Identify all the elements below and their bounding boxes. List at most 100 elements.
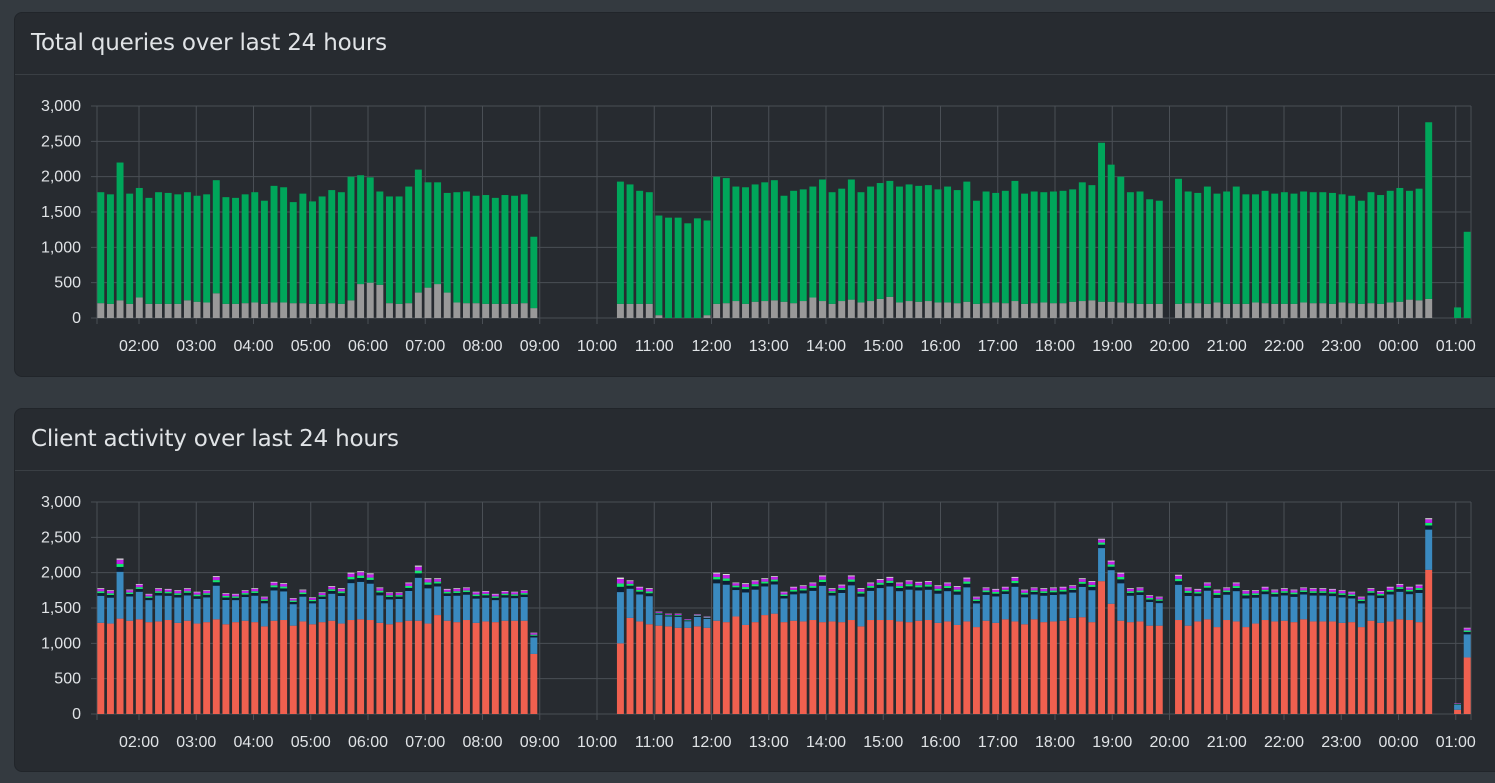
bar-client-segment xyxy=(953,589,961,592)
bar-permitted xyxy=(357,175,365,285)
bar-client-segment xyxy=(357,571,365,573)
bar-client-segment xyxy=(742,587,749,590)
bar-client-segment xyxy=(183,588,191,592)
bar-client-segment xyxy=(1242,627,1250,714)
bar-client-segment xyxy=(309,599,316,602)
bar-client-segment xyxy=(915,581,923,583)
bar-permitted xyxy=(203,194,211,303)
bar-client-segment xyxy=(366,573,374,575)
bar-client-segment xyxy=(116,571,124,619)
bar-client-segment xyxy=(1030,591,1038,595)
bar-client-segment xyxy=(462,594,470,621)
bar-permitted xyxy=(1261,190,1269,304)
bar-client-segment xyxy=(511,620,519,714)
bar-permitted xyxy=(886,180,894,297)
bar-client-segment xyxy=(655,614,663,626)
bar-client-segment xyxy=(260,603,268,627)
bar-client-segment xyxy=(501,593,509,596)
bar-blocked xyxy=(530,308,538,318)
bar-client-segment xyxy=(232,600,239,623)
bar-blocked xyxy=(963,301,971,318)
bar-client-segment xyxy=(116,618,124,714)
bar-permitted xyxy=(1242,194,1250,304)
bar-client-segment xyxy=(1242,593,1250,596)
bar-client-segment xyxy=(1059,587,1067,590)
bar-permitted xyxy=(1194,192,1202,304)
bar-permitted xyxy=(434,182,442,285)
bar-blocked xyxy=(924,301,932,318)
bar-permitted xyxy=(703,220,711,316)
bar-client-segment xyxy=(1425,569,1433,714)
bar-client-segment xyxy=(1078,617,1086,714)
bar-client-segment xyxy=(1088,590,1096,623)
bar-client-segment xyxy=(395,595,403,597)
bar-client-segment xyxy=(636,621,644,714)
bar-client-segment xyxy=(674,613,682,615)
bar-blocked xyxy=(896,302,903,318)
bar-permitted xyxy=(1463,231,1471,318)
bar-client-segment xyxy=(1021,597,1029,625)
bar-client-segment xyxy=(309,601,316,604)
x-tick-label: 04:00 xyxy=(233,338,273,355)
bar-permitted xyxy=(366,177,374,283)
bar-client-segment xyxy=(780,592,788,595)
bar-client-segment xyxy=(1309,591,1317,593)
bar-client-segment xyxy=(1280,588,1288,589)
bar-client-segment xyxy=(260,596,268,598)
bar-client-segment xyxy=(1203,590,1211,620)
bar-client-segment xyxy=(1242,591,1250,594)
bar-client-segment xyxy=(1021,590,1029,593)
bar-client-segment xyxy=(1069,589,1077,593)
bar-client-segment xyxy=(809,585,817,588)
bar-client-segment xyxy=(693,616,701,618)
bar-blocked xyxy=(1011,301,1019,318)
bar-client-segment xyxy=(896,591,903,622)
bar-client-segment xyxy=(838,622,846,714)
bar-client-segment xyxy=(1117,576,1125,580)
x-tick-label: 07:00 xyxy=(405,734,445,751)
bar-client-segment xyxy=(1454,704,1462,705)
bar-client-segment xyxy=(280,588,288,592)
bar-client-segment xyxy=(1203,582,1211,584)
bar-client-segment xyxy=(424,582,432,585)
bar-client-segment xyxy=(1463,631,1471,635)
bar-client-segment xyxy=(876,582,884,585)
bar-client-segment xyxy=(1319,621,1327,714)
x-tick-label: 05:00 xyxy=(291,338,331,355)
bar-client-segment xyxy=(1107,560,1115,562)
bar-client-segment xyxy=(347,573,355,577)
bar-client-segment xyxy=(318,592,326,594)
bar-client-segment xyxy=(1309,595,1317,622)
bar-client-segment xyxy=(1136,590,1144,593)
bar-client-segment xyxy=(1309,621,1317,714)
bar-client-segment xyxy=(847,575,855,577)
bar-blocked xyxy=(1213,302,1221,318)
bar-client-segment xyxy=(222,600,230,625)
bar-client-segment xyxy=(944,621,952,714)
bar-client-segment xyxy=(963,583,971,588)
bar-permitted xyxy=(183,192,191,301)
bar-client-segment xyxy=(1059,586,1067,588)
bar-client-segment xyxy=(934,588,942,591)
bar-client-segment xyxy=(260,600,268,604)
bar-client-segment xyxy=(280,586,288,589)
bar-client-segment xyxy=(1386,587,1394,590)
bar-blocked xyxy=(414,292,422,318)
bar-client-segment xyxy=(472,596,480,599)
bar-client-segment xyxy=(944,583,952,587)
bar-client-segment xyxy=(1088,586,1096,591)
bar-client-segment xyxy=(905,580,913,582)
bar-client-segment xyxy=(1088,584,1096,587)
bar-client-segment xyxy=(1386,586,1394,588)
bar-client-segment xyxy=(1415,592,1423,623)
bar-client-segment xyxy=(790,591,798,595)
x-tick-label: 14:00 xyxy=(806,734,846,751)
bar-permitted xyxy=(1059,190,1067,304)
x-tick-label: 10:00 xyxy=(577,734,617,751)
bar-client-segment xyxy=(328,620,336,714)
bar-permitted xyxy=(1367,192,1375,304)
bar-client-segment xyxy=(1405,594,1413,621)
bar-client-segment xyxy=(424,623,432,714)
bar-client-segment xyxy=(828,592,836,596)
bar-permitted xyxy=(443,192,451,293)
